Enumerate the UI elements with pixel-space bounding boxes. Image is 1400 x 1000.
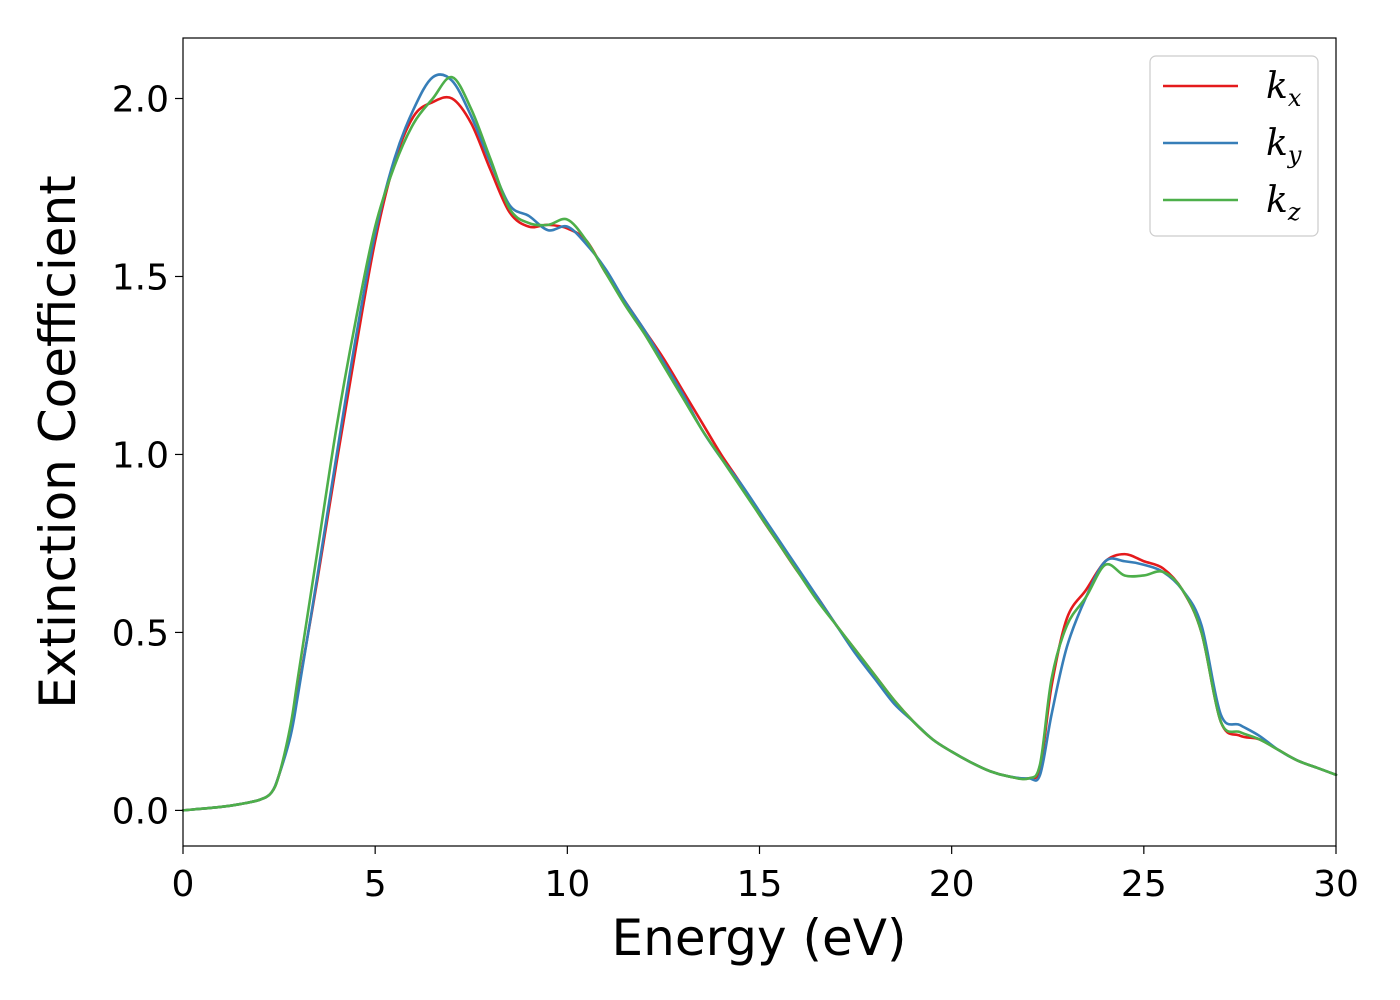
series-line-y (181, 73, 1338, 812)
x-tick-label: 25 (1121, 864, 1167, 905)
y-tick-label: 1.0 (112, 435, 169, 476)
y-axis-title: Extinction Coefficient (29, 175, 87, 709)
x-tick-label: 5 (364, 864, 387, 905)
x-tick-label: 20 (929, 864, 975, 905)
y-tick-label: 0.0 (112, 791, 169, 832)
x-tick-label: 10 (544, 864, 590, 905)
series-line-z (181, 75, 1338, 812)
ticks-layer: 0 5 10 15 20 25 30 0.0 0.5 1.0 1.5 2.0 (112, 80, 1359, 905)
x-axis-title: Energy (eV) (612, 909, 907, 967)
series-layer (181, 73, 1338, 812)
y-tick-label: 2.0 (112, 80, 169, 121)
legend-label-x: kx (1266, 66, 1302, 112)
y-tick-label: 0.5 (112, 613, 169, 654)
y-tick-label: 1.5 (112, 257, 169, 298)
legend-box (1149, 55, 1319, 237)
x-tick-label: 0 (172, 864, 195, 905)
x-tick-label: 15 (737, 864, 783, 905)
legend-label-y: ky (1266, 123, 1302, 169)
x-tick-label: 30 (1313, 864, 1359, 905)
